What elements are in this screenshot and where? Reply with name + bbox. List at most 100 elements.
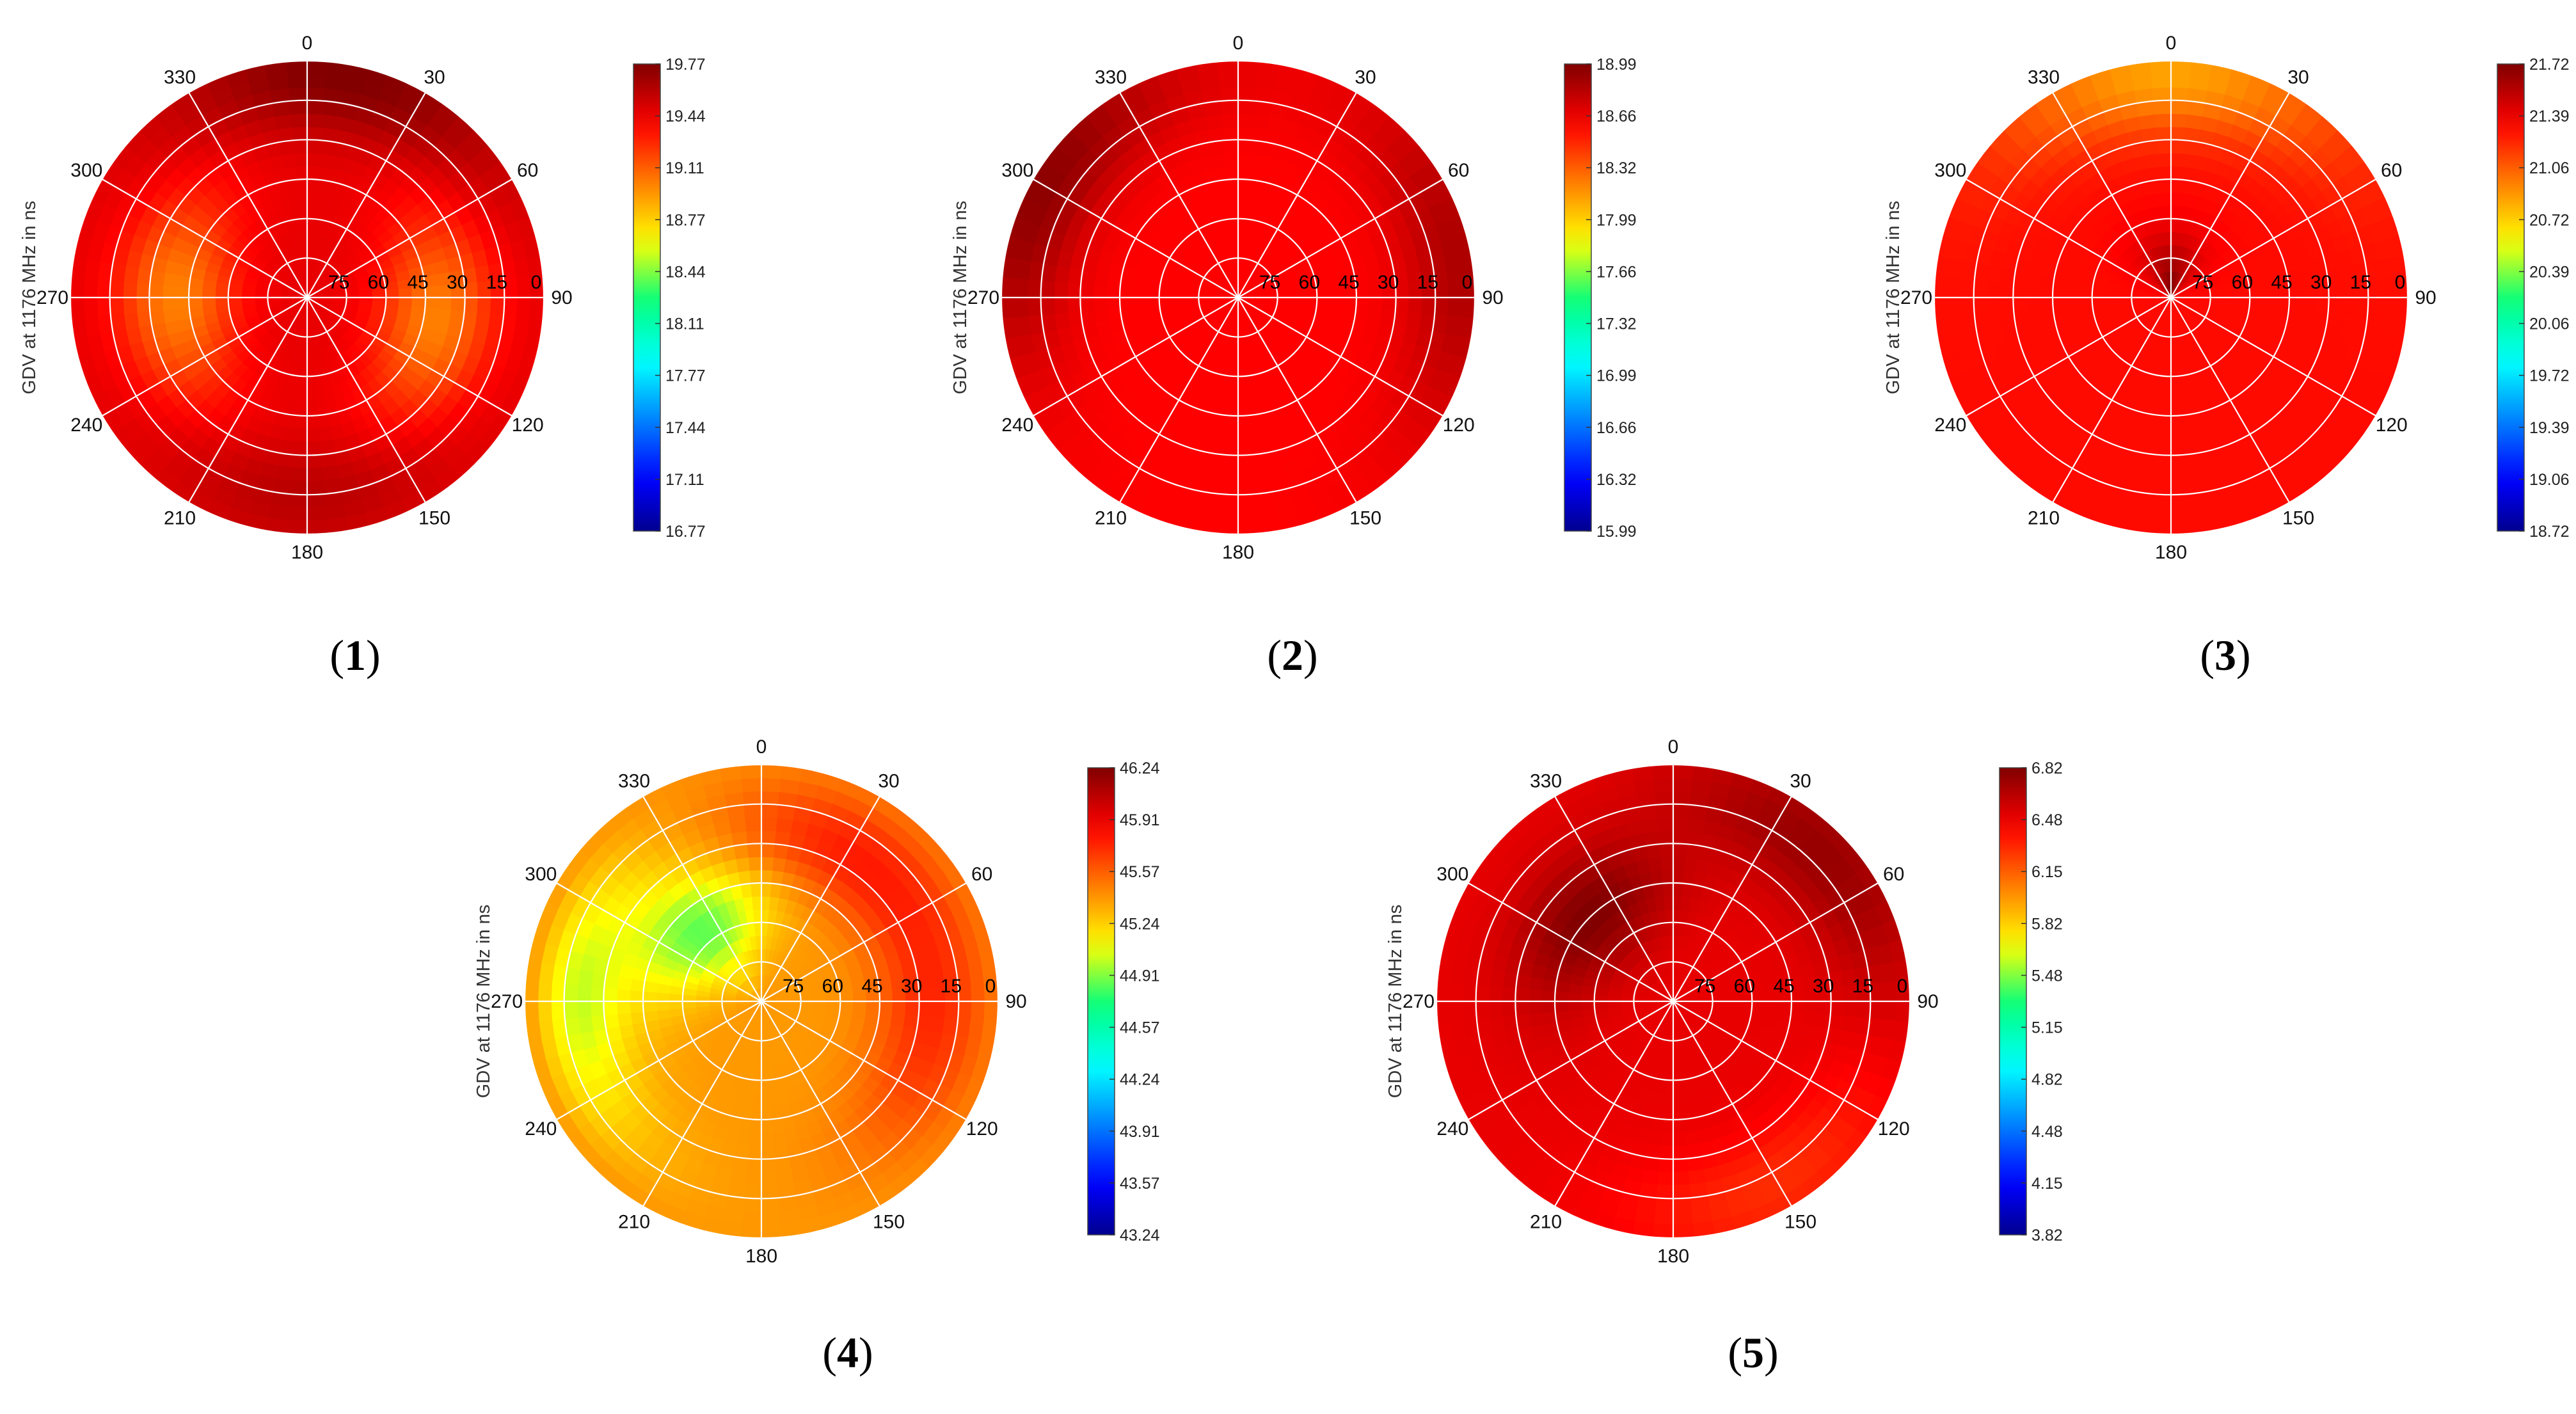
heatmap-cell [1217, 179, 1230, 195]
heatmap-cell [761, 816, 778, 832]
heatmap-cell [289, 481, 308, 495]
heatmap-cell [761, 1066, 769, 1081]
heatmap-cell [2150, 520, 2172, 535]
heatmap-cell [749, 1118, 762, 1134]
heatmap-cell [1027, 297, 1042, 317]
heatmap-cell [1973, 280, 1988, 298]
heatmap-cell [306, 349, 314, 364]
heatmap-cell [306, 165, 319, 180]
elevation-tick-label: 75 [328, 272, 349, 293]
polar-chart-4: 0 30 60 90 120 150 180 210 240 270 300 330 75 60 45 30 1… [473, 717, 1344, 1318]
azimuth-tick-label: 180 [291, 542, 323, 563]
heatmap-cell [1054, 312, 1070, 330]
y-axis-label: GDV at 1176 MHz in ns [1883, 201, 1904, 394]
heatmap-cell [1221, 467, 1239, 482]
heatmap-cell [761, 882, 772, 897]
heatmap-cell [2092, 297, 2106, 305]
heatmap-cell [294, 428, 308, 443]
heatmap-cell [301, 231, 308, 246]
heatmap-cell [1228, 191, 1239, 207]
heatmap-cell [1040, 297, 1055, 315]
heatmap-cell [2156, 126, 2172, 141]
heatmap-cell [1406, 312, 1422, 330]
heatmap-cell [1220, 481, 1239, 495]
colorbar-tick-label: 19.06 [2529, 471, 2570, 489]
heatmap-cell [1040, 280, 1055, 298]
heatmap-cell [2181, 413, 2195, 429]
heatmap-cell [761, 1132, 775, 1147]
heatmap-cell [2000, 297, 2014, 313]
azimuth-tick-label: 300 [1001, 160, 1033, 181]
heatmap-cell [1960, 297, 1975, 317]
heatmap-cell [1067, 297, 1081, 313]
heatmap-cell [306, 139, 322, 154]
heatmap-cell [761, 1092, 771, 1108]
colorbar-tick-label: 19.77 [665, 56, 706, 74]
heatmap-cell [1369, 297, 1383, 311]
grid-spoke [306, 179, 513, 298]
heatmap-cell [1080, 310, 1096, 326]
heatmap-cell [761, 1158, 777, 1173]
heatmap-cell [83, 277, 98, 298]
heatmap-cell [1237, 139, 1253, 154]
azimuth-tick-label: 240 [70, 415, 102, 436]
azimuth-tick-label: 30 [1355, 67, 1376, 88]
heatmap-cell [2185, 465, 2204, 482]
heatmap-cell [1225, 152, 1239, 167]
grid-spoke [306, 92, 426, 298]
heatmap-cell [288, 192, 300, 207]
heatmap-cell [879, 1001, 894, 1013]
heatmap-cell [1093, 297, 1108, 311]
heatmap-cell [1217, 60, 1239, 75]
heatmap-cell [292, 454, 308, 469]
azimuth-tick-label: 240 [1934, 415, 1966, 436]
grid-spoke [1966, 179, 2172, 298]
azimuth-tick-label: 30 [2287, 67, 2309, 88]
heatmap-cell [1252, 113, 1271, 130]
heatmap-cell [746, 1158, 762, 1173]
heatmap-cell [306, 86, 326, 102]
heatmap-cell [1079, 297, 1095, 312]
elevation-tick-label: 45 [2271, 272, 2292, 293]
azimuth-tick-label: 120 [2376, 415, 2408, 436]
heatmap-cell [751, 1106, 762, 1120]
heatmap-cell [294, 152, 308, 167]
colorbar-tick-label: 19.11 [665, 159, 704, 177]
heatmap-cell [287, 507, 308, 522]
heatmap-cell [306, 493, 326, 509]
heatmap-cell [1027, 278, 1042, 298]
heatmap-cell [761, 830, 777, 845]
heatmap-cell [2302, 297, 2316, 311]
heatmap-cell [490, 297, 505, 315]
colorbar-tick-label: 18.77 [665, 211, 706, 229]
heatmap-cell [983, 1001, 999, 1022]
heatmap-cell [761, 1118, 774, 1134]
heatmap-cell [201, 297, 216, 307]
heatmap-cell [306, 73, 328, 88]
heatmap-cell [1237, 113, 1255, 128]
heatmap-cell [2354, 297, 2369, 315]
colorbar-tick-label: 17.99 [1596, 211, 1637, 229]
heatmap-cell [2053, 306, 2068, 319]
heatmap-cell [2158, 428, 2172, 443]
heatmap-cell [1252, 465, 1271, 482]
heatmap-cell [2380, 297, 2396, 318]
colorbar-tick-label: 17.32 [1596, 315, 1637, 333]
heatmap-cell [1223, 139, 1239, 154]
heatmap-cell [1223, 126, 1239, 141]
heatmap-cell [1001, 297, 1016, 319]
heatmap-cell [971, 981, 986, 1002]
heatmap-cell [424, 297, 440, 310]
heatmap-cell [2078, 297, 2093, 306]
colorbar-tick-label: 17.66 [1596, 263, 1637, 281]
heatmap-cell [2170, 428, 2184, 443]
heatmap-cell [944, 1001, 959, 1019]
heatmap-cell [1434, 297, 1449, 317]
heatmap-cell [295, 415, 308, 430]
heatmap-cell [2145, 153, 2160, 169]
heatmap-cell [298, 388, 308, 404]
heatmap-cell [228, 297, 242, 305]
azimuth-tick-label: 150 [2282, 508, 2314, 529]
heatmap-cell [1106, 297, 1121, 310]
